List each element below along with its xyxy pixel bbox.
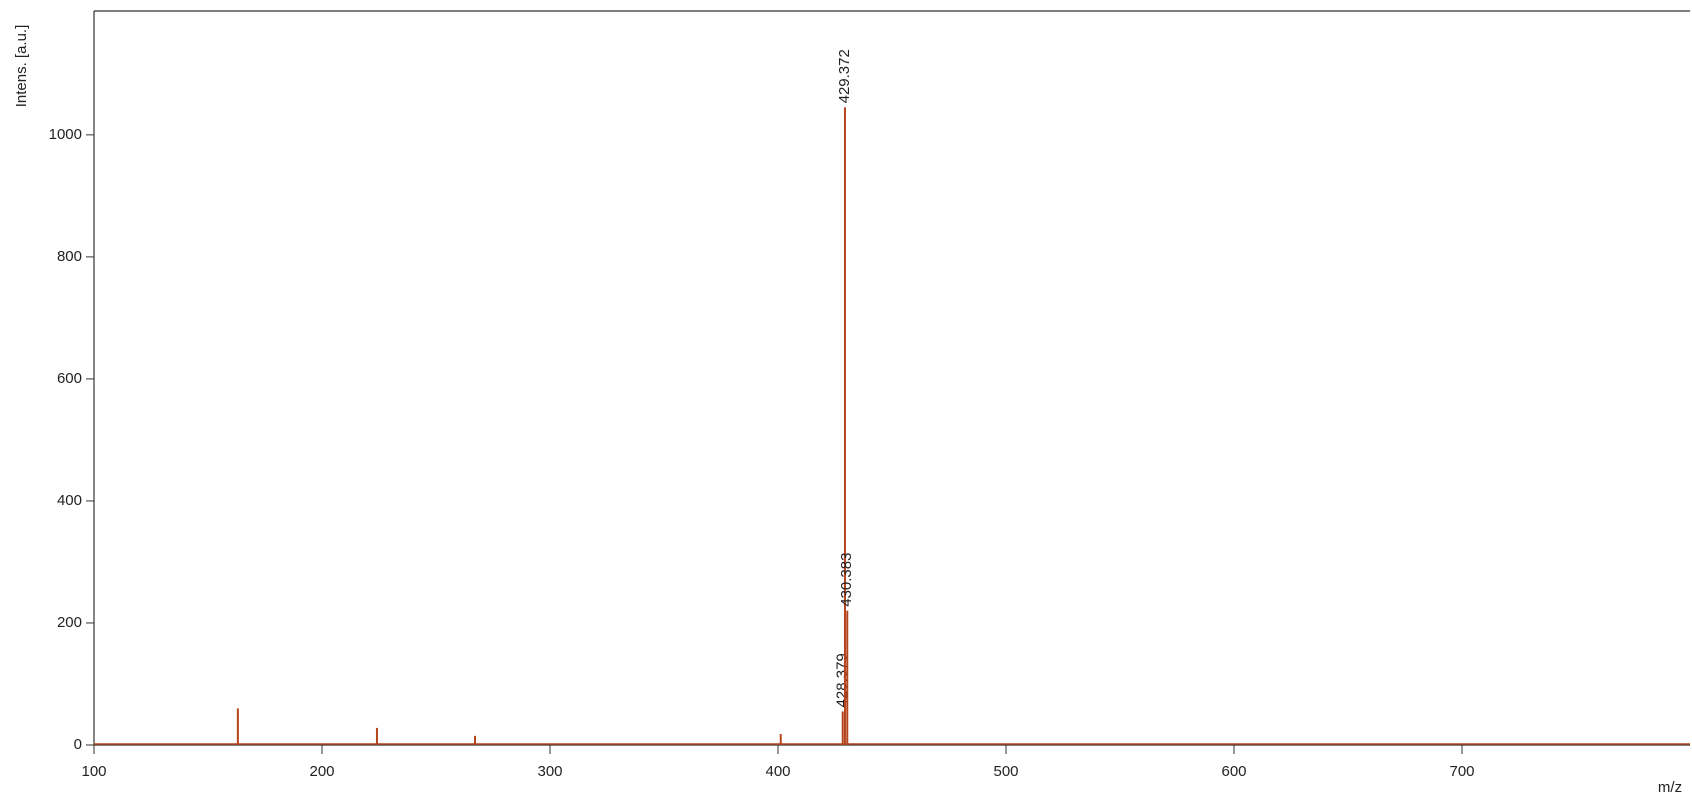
x-tick-label: 700 [1449,763,1474,780]
y-axis-title: Intens. [a.u.] [13,25,30,108]
x-tick-label: 400 [765,763,790,780]
y-tick-label: 0 [74,736,82,753]
x-axis-title: m/z [1658,779,1682,796]
x-tick-label: 200 [309,763,334,780]
y-tick-label: 1000 [49,126,82,143]
y-tick-label: 800 [57,248,82,265]
x-tick-label: 100 [81,763,106,780]
x-tick-label: 300 [537,763,562,780]
y-tick-label: 200 [57,614,82,631]
y-tick-label: 400 [57,492,82,509]
y-tick-label: 600 [57,370,82,387]
x-tick-label: 600 [1221,763,1246,780]
peak-label: 429.372 [836,49,853,103]
peak-label: 430.383 [838,553,855,607]
x-tick-label: 500 [993,763,1018,780]
